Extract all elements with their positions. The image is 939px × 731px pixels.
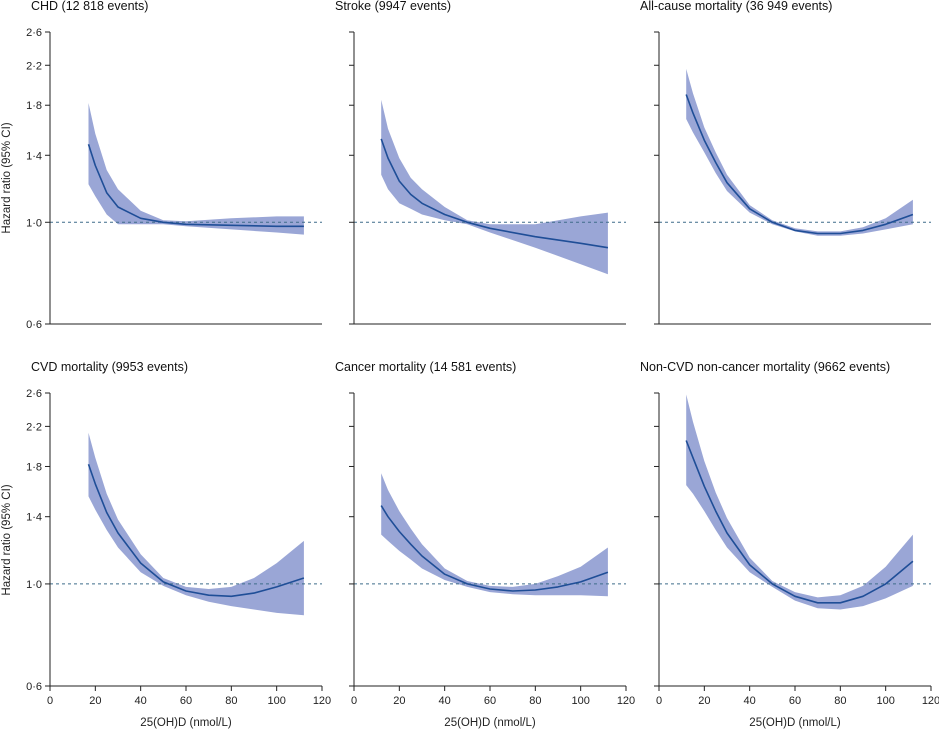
panel-title: All-cause mortality (36 949 events) [640, 0, 832, 13]
x-tick-label: 100 [571, 695, 589, 707]
confidence-band [686, 394, 913, 610]
y-tick-label: 1·8 [26, 100, 42, 112]
x-tick-label: 60 [180, 695, 192, 707]
y-axis-label-top: Hazard ratio (95% CI) [1, 122, 13, 233]
hazard-ratio-line [380, 138, 609, 249]
y-tick-label: 1·0 [26, 217, 42, 229]
hazard-ratio-line [380, 505, 609, 592]
x-tick-label: 40 [744, 695, 756, 707]
x-tick-label: 120 [922, 695, 939, 707]
hazard-ratio-line [685, 94, 914, 235]
x-tick-label: 0 [47, 695, 53, 707]
confidence-band [381, 99, 608, 275]
panel-5: Cancer mortality (14 581 events) 0 20 40 60 8… [335, 360, 635, 729]
y-tick-label: 1·8 [26, 461, 42, 473]
y-tick-label: 1·4 [26, 150, 42, 162]
hazard-ratio-line [87, 464, 305, 598]
x-tick-label: 60 [789, 695, 801, 707]
confidence-band [686, 68, 913, 236]
x-tick-label: 100 [267, 695, 285, 707]
x-tick-label: 100 [876, 695, 894, 707]
confidence-band [381, 473, 608, 597]
hazard-ratio-line [685, 440, 914, 604]
confidence-band [88, 432, 304, 616]
x-tick-label: 20 [393, 695, 405, 707]
y-tick-label: 2·6 [26, 388, 42, 400]
panel-title: Cancer mortality (14 581 events) [335, 360, 516, 374]
panel-1: CHD (12 818 events) 0·6 1·0 1·4 1·8 2·2 2·6 [26, 0, 322, 331]
panel-3: All-cause mortality (36 949 events) [640, 0, 931, 325]
panel-title: CVD mortality (9953 events) [31, 360, 188, 374]
x-tick-label: 80 [834, 695, 846, 707]
panel-6: Non-CVD non-cancer mortality (9662 event… [640, 360, 939, 729]
x-tick-label: 120 [617, 695, 635, 707]
x-tick-label: 0 [656, 695, 662, 707]
y-tick-label: 2·2 [26, 60, 42, 72]
panel-2: Stroke (9947 events) [335, 0, 626, 325]
x-tick-label: 0 [351, 695, 357, 707]
x-axis-label: 25(OH)D (nmol/L) [140, 717, 232, 729]
confidence-band [88, 103, 304, 235]
x-axis-label: 25(OH)D (nmol/L) [749, 717, 841, 729]
y-tick-label: 1·4 [26, 512, 42, 524]
y-tick-label: 2·6 [26, 27, 42, 39]
y-tick-label: 0·6 [26, 319, 42, 331]
x-axis-label: 25(OH)D (nmol/L) [444, 717, 536, 729]
x-tick-label: 80 [225, 695, 237, 707]
x-tick-label: 20 [698, 695, 710, 707]
hazard-ratio-line [87, 143, 304, 228]
panel-title: CHD (12 818 events) [31, 0, 148, 13]
panel-title: Non-CVD non-cancer mortality (9662 event… [640, 360, 890, 374]
y-tick-label: 1·0 [26, 579, 42, 591]
y-tick-label: 0·6 [26, 681, 42, 693]
y-axis-label-bottom: Hazard ratio (95% CI) [1, 484, 13, 595]
x-tick-label: 80 [529, 695, 541, 707]
panel-title: Stroke (9947 events) [335, 0, 451, 13]
panel-4: CVD mortality (9953 events) 0·6 1·0 1·4 1·8 2… [26, 360, 331, 729]
x-tick-label: 40 [439, 695, 451, 707]
x-tick-label: 60 [484, 695, 496, 707]
x-tick-label: 120 [313, 695, 331, 707]
x-tick-label: 40 [135, 695, 147, 707]
x-tick-label: 20 [89, 695, 101, 707]
y-tick-label: 2·2 [26, 421, 42, 433]
